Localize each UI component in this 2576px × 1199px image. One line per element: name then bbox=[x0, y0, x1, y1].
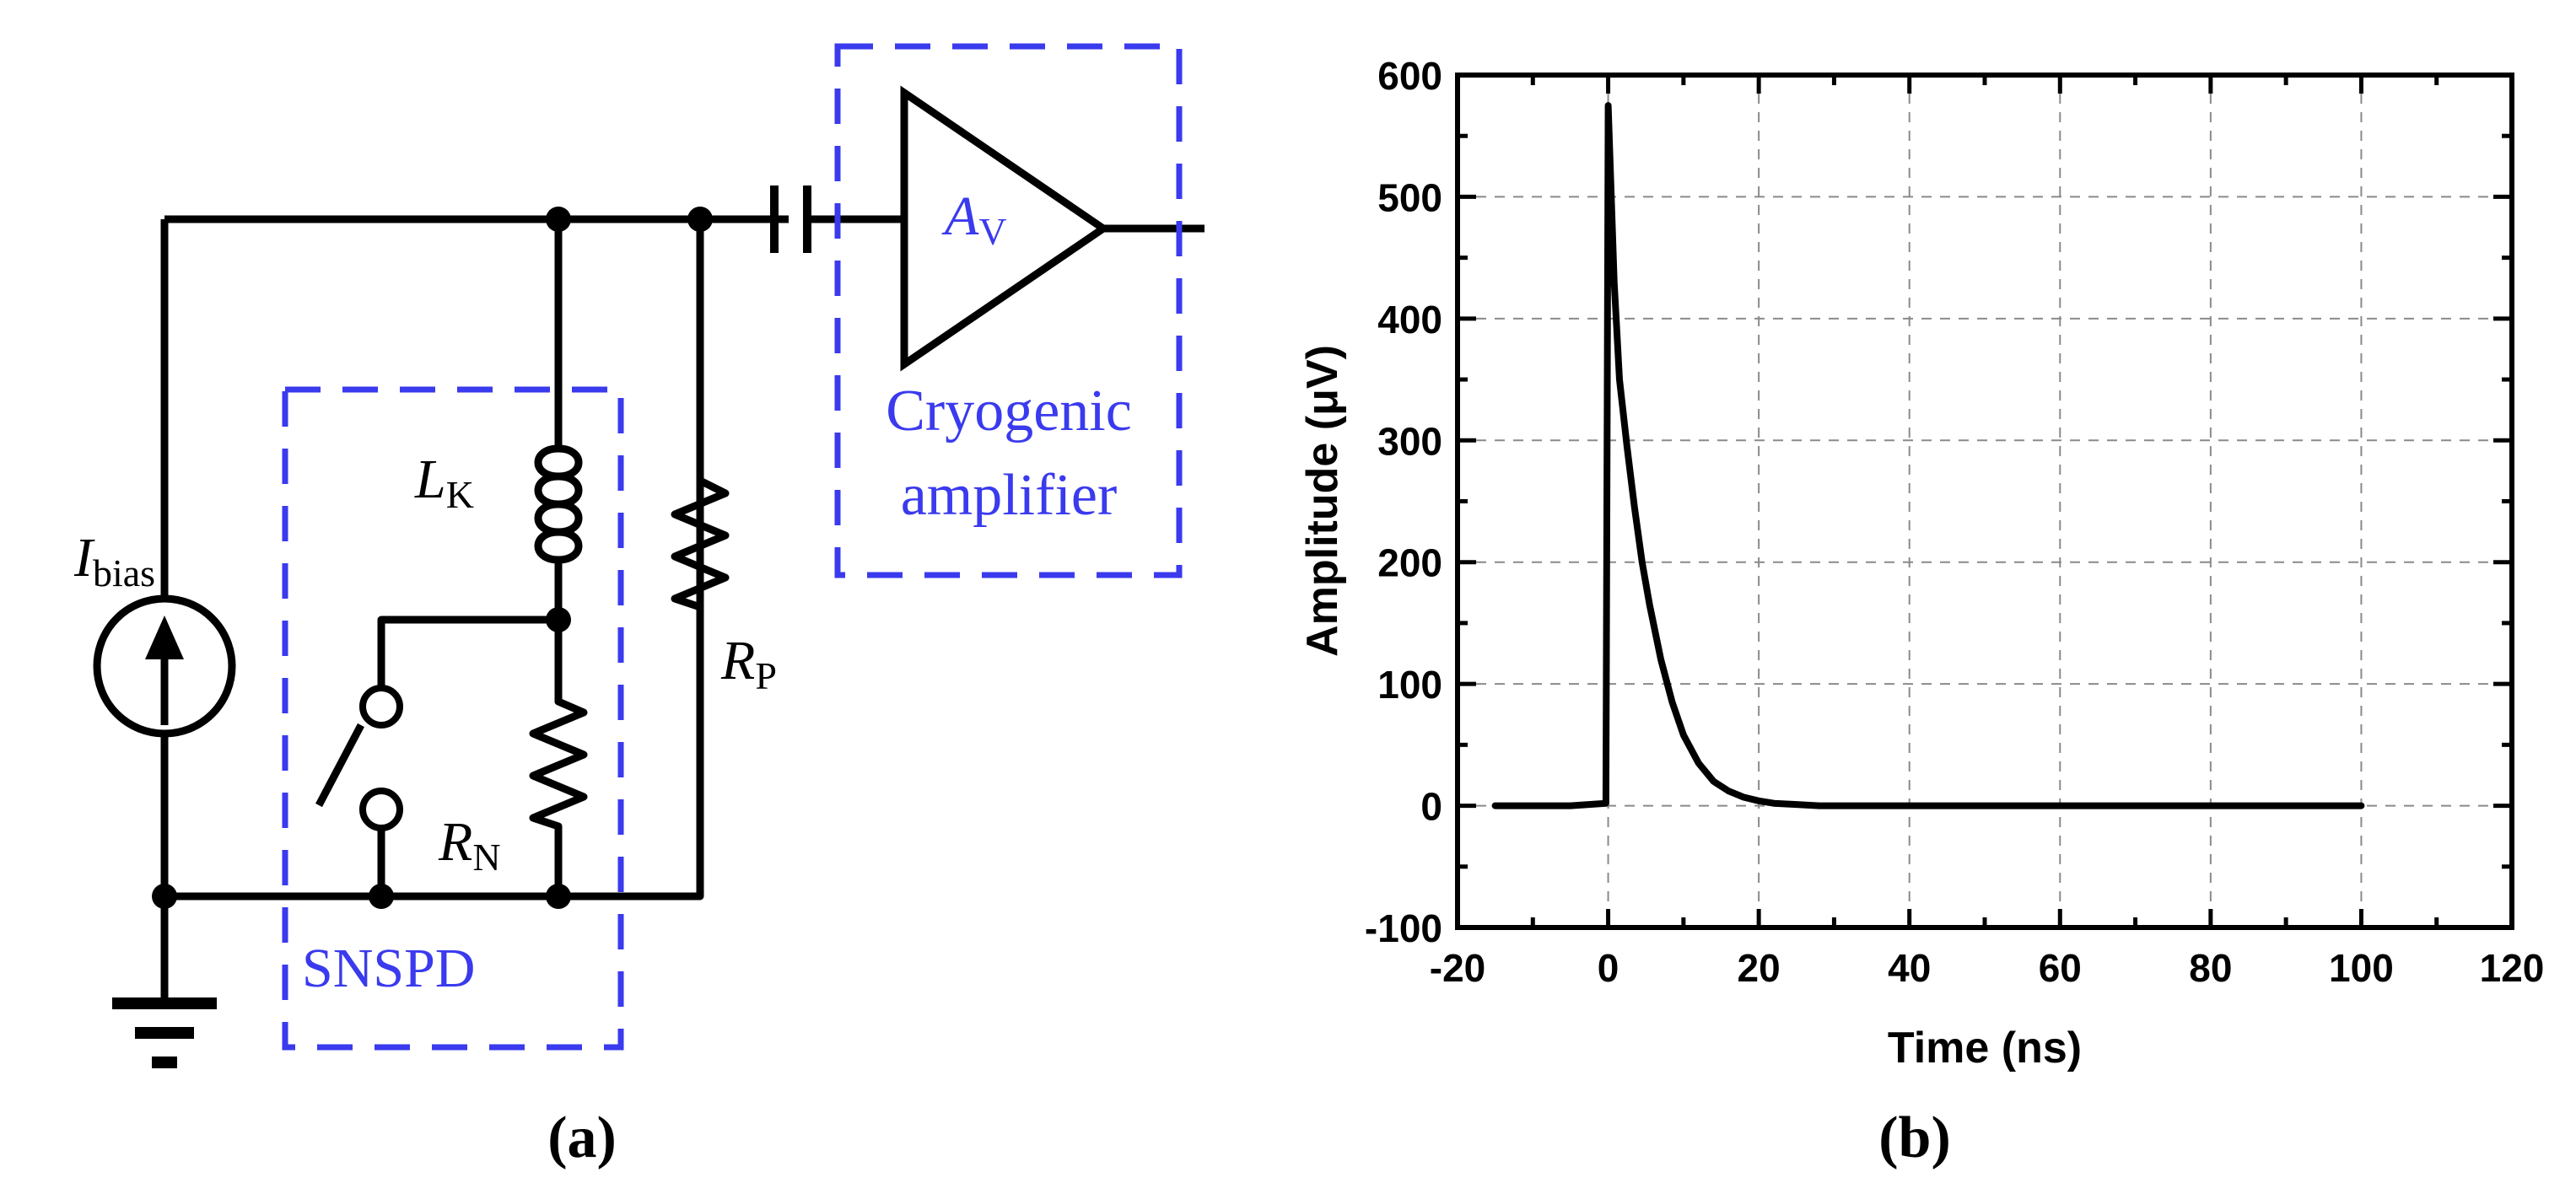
y-tick-label: 300 bbox=[1377, 419, 1442, 463]
chart-series bbox=[1491, 102, 2365, 809]
switch-blade-icon bbox=[315, 723, 364, 808]
switch-wire bbox=[377, 616, 558, 687]
pulse-series-line bbox=[1491, 102, 2365, 809]
rn-resistor-icon bbox=[529, 620, 588, 896]
rn-label: RN bbox=[438, 811, 501, 879]
y-tick-label: 500 bbox=[1377, 175, 1442, 219]
rp-resistor-icon bbox=[671, 219, 730, 896]
ibias-label: Ibias bbox=[73, 527, 155, 594]
panel-b-caption: (b) bbox=[1878, 1105, 1951, 1170]
inductor-coil-icon bbox=[554, 444, 583, 564]
current-arrow-icon bbox=[145, 616, 184, 659]
y-axis-label: Amplitude (μV) bbox=[1298, 345, 1347, 657]
rp-label: RP bbox=[720, 630, 777, 697]
bottom-wire bbox=[164, 219, 704, 901]
x-tick-label: -20 bbox=[1430, 946, 1485, 990]
plot-frame bbox=[1455, 73, 2514, 930]
lk-label: LK bbox=[414, 449, 474, 516]
y-tick-label: -100 bbox=[1365, 906, 1442, 950]
y-tick-label: 400 bbox=[1377, 298, 1442, 341]
amplifier-label-line1: Cryogenic bbox=[886, 379, 1132, 444]
y-tick-label: 600 bbox=[1377, 54, 1442, 98]
y-tick-label: 100 bbox=[1377, 663, 1442, 707]
av-label: AV bbox=[941, 185, 1007, 253]
chart-grid bbox=[1458, 75, 2512, 927]
panel-a-caption: (a) bbox=[547, 1105, 617, 1170]
x-axis-label: Time (ns) bbox=[1888, 1024, 2082, 1073]
amplifier-box bbox=[834, 43, 1183, 578]
snspd-box bbox=[282, 386, 624, 1051]
amplifier-label-line2: amplifier bbox=[901, 463, 1118, 528]
x-tick-label: 80 bbox=[2189, 946, 2232, 990]
y-tick-label: 0 bbox=[1420, 785, 1442, 829]
x-tick-label: 20 bbox=[1738, 946, 1781, 990]
ground-icon bbox=[112, 997, 217, 1068]
pulse-chart: -20 0 20 40 60 80 100 120 -100 0 100 200 300 400 500 60… bbox=[1298, 54, 2544, 1170]
chart-ticks bbox=[1455, 73, 2514, 930]
x-tick-label: 0 bbox=[1598, 946, 1619, 990]
switch-contact-top-icon bbox=[359, 685, 403, 729]
circuit-diagram: Ibias LK RN RP AV SNSPD Cryogenic amplif… bbox=[73, 43, 1204, 1170]
amplifier-icon bbox=[900, 85, 1110, 372]
x-tick-label: 120 bbox=[2480, 946, 2545, 990]
y-tick-label: 200 bbox=[1377, 541, 1442, 585]
chart-tick-labels: -20 0 20 40 60 80 100 120 -100 0 100 200 300 400 500 60… bbox=[1365, 54, 2544, 990]
x-tick-label: 60 bbox=[2039, 946, 2082, 990]
snspd-label: SNSPD bbox=[302, 938, 475, 999]
x-tick-label: 100 bbox=[2329, 946, 2394, 990]
junction-nodes bbox=[152, 207, 713, 909]
switch-contact-bottom-icon bbox=[359, 788, 403, 831]
x-tick-label: 40 bbox=[1888, 946, 1931, 990]
